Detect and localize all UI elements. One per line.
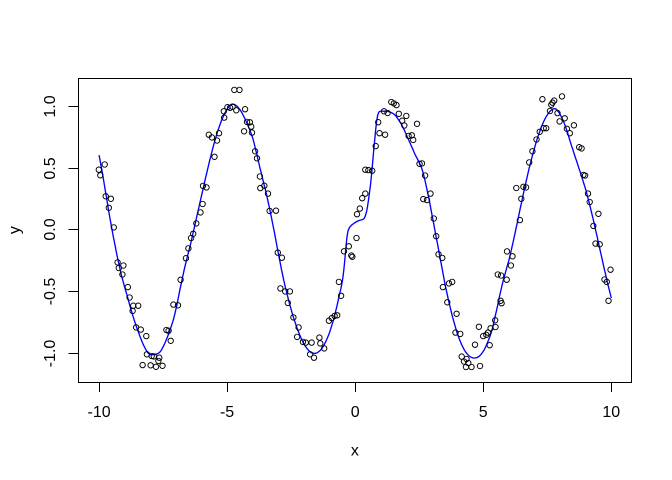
svg-text:y: y bbox=[7, 226, 24, 234]
svg-text:-10: -10 bbox=[88, 404, 111, 421]
svg-text:0.5: 0.5 bbox=[42, 157, 59, 179]
svg-text:-1.0: -1.0 bbox=[42, 340, 59, 368]
svg-text:0: 0 bbox=[351, 404, 360, 421]
svg-text:1.0: 1.0 bbox=[42, 95, 59, 117]
svg-text:5: 5 bbox=[479, 404, 488, 421]
svg-text:-0.5: -0.5 bbox=[42, 278, 59, 306]
svg-text:x: x bbox=[351, 443, 359, 460]
svg-text:-5: -5 bbox=[220, 404, 234, 421]
svg-text:10: 10 bbox=[602, 404, 620, 421]
svg-text:0.0: 0.0 bbox=[42, 218, 59, 240]
